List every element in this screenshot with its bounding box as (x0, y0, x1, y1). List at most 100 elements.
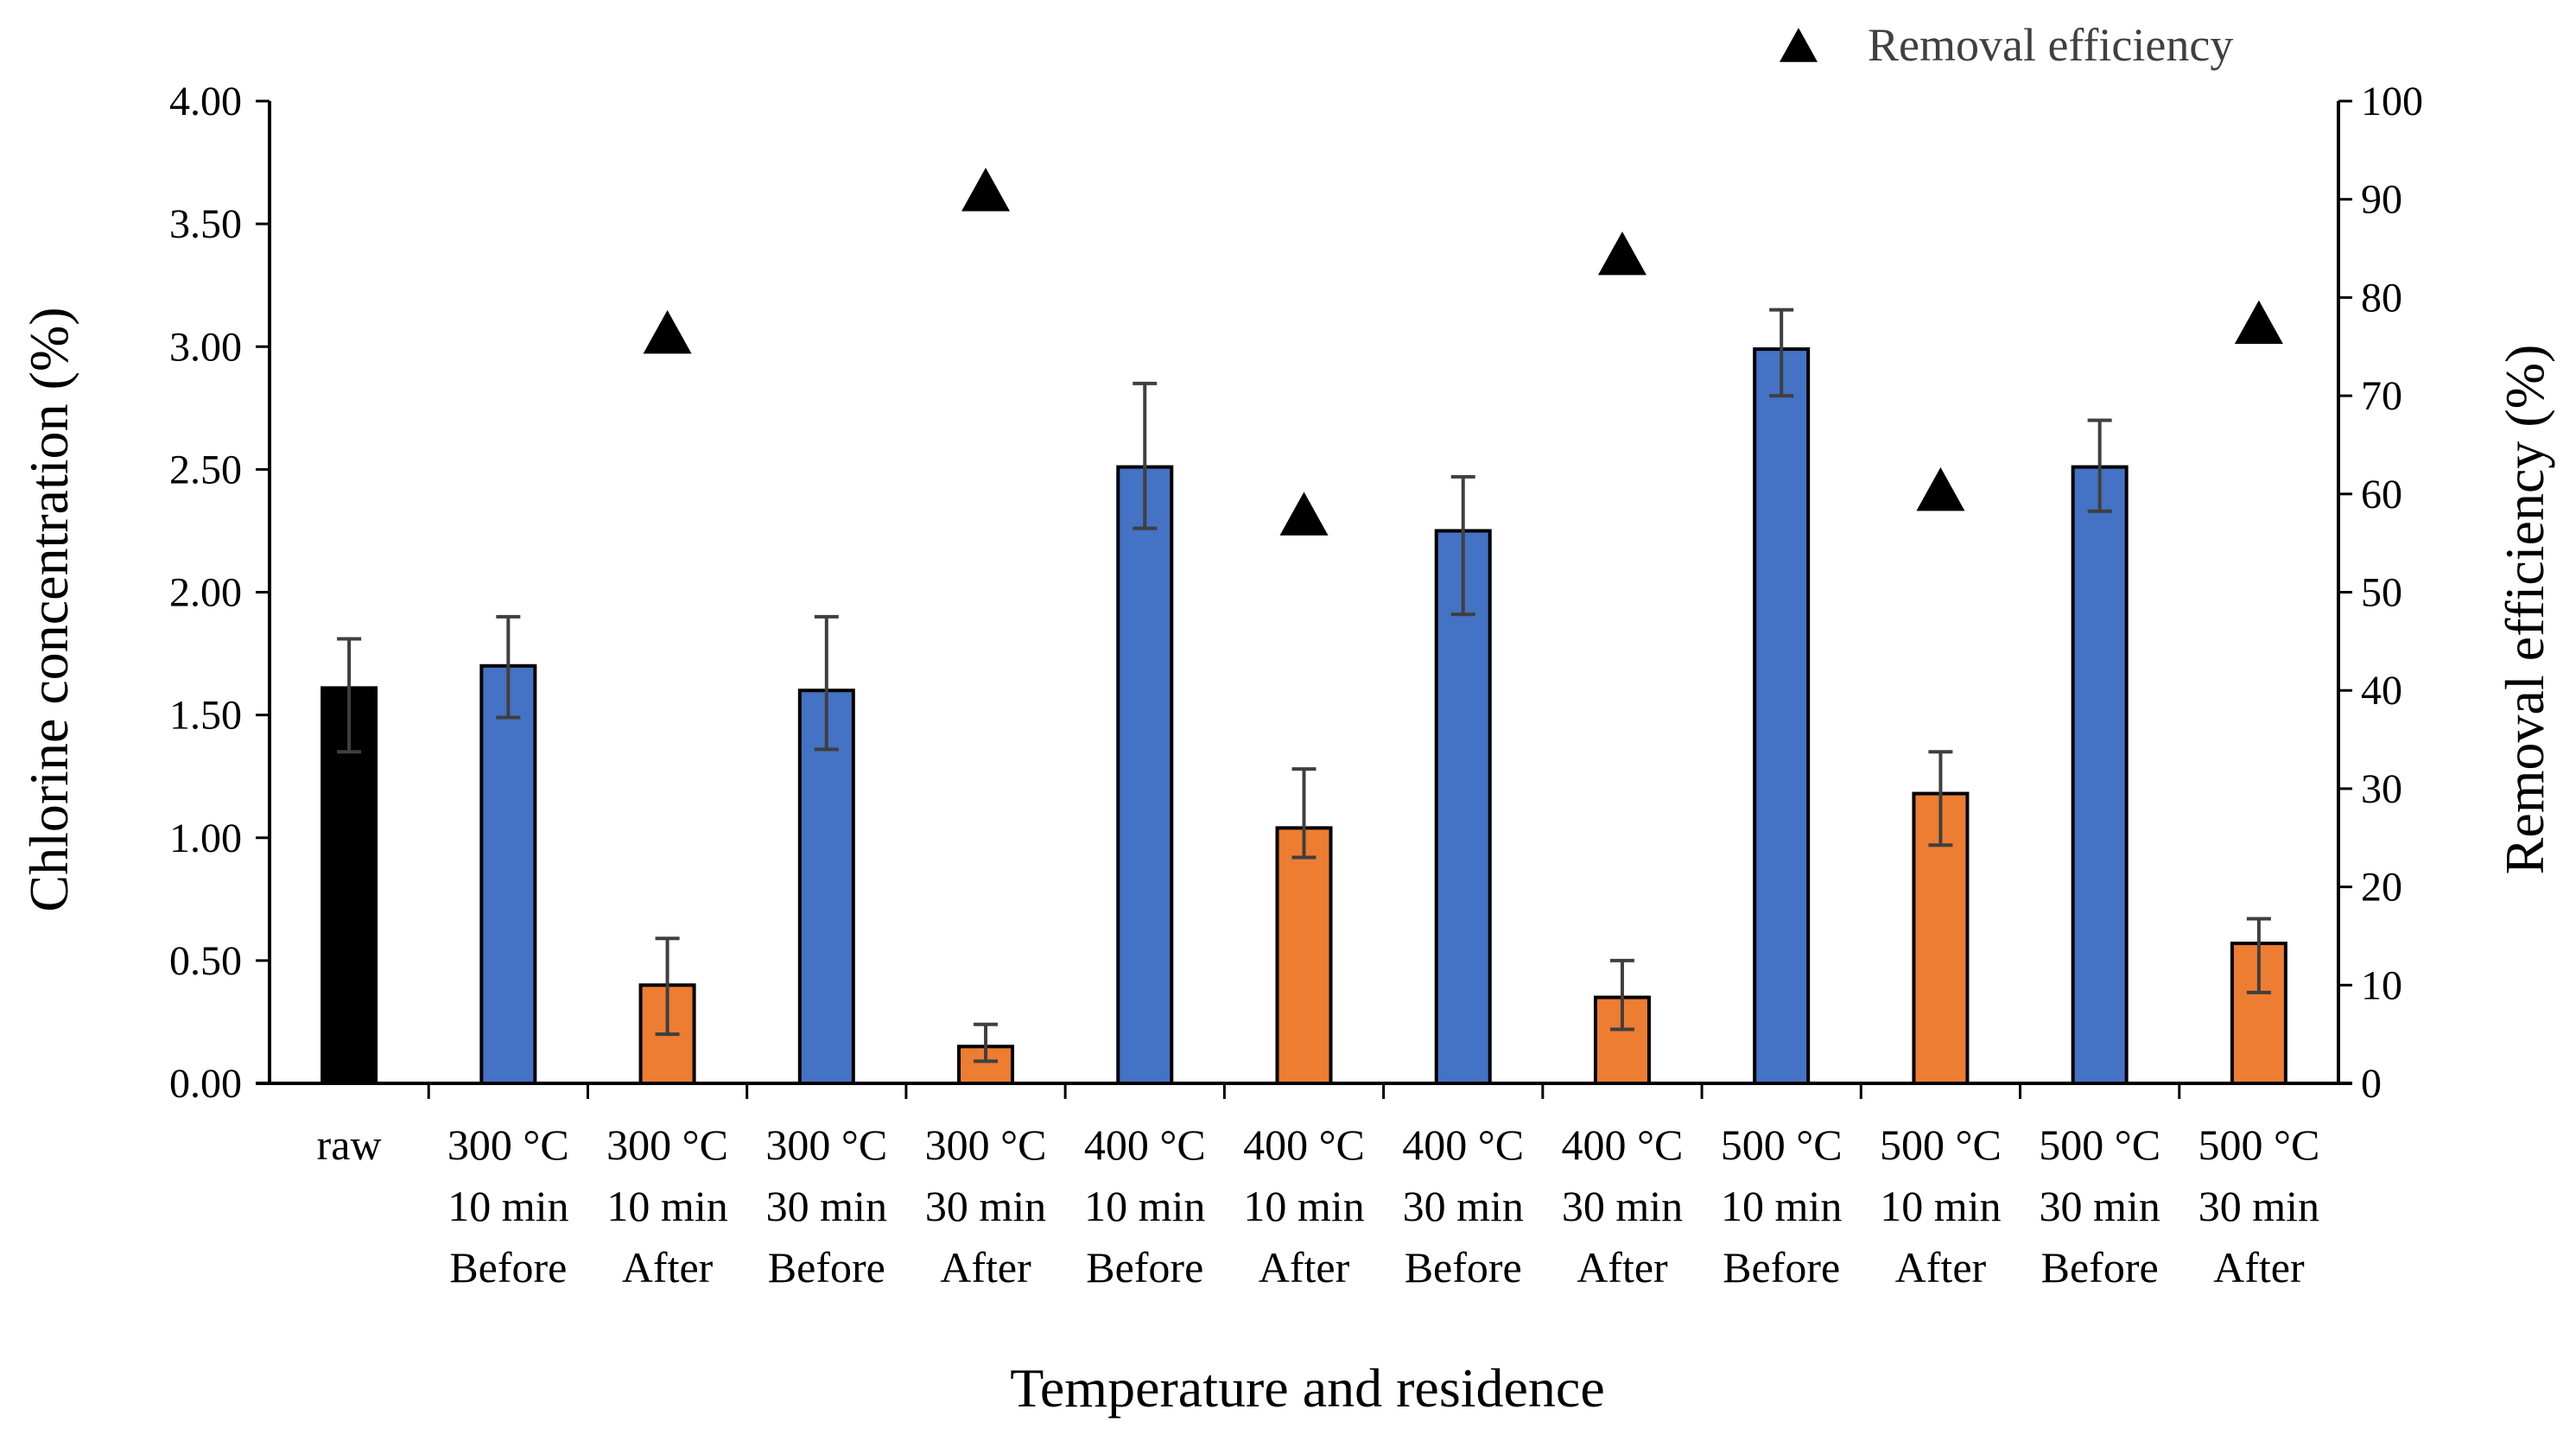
y2-tick-label: 90 (2361, 177, 2402, 223)
y-tick-label: 3.50 (169, 201, 242, 247)
error-bar-12 (2246, 917, 2271, 994)
x-category-label-line: Before (1086, 1243, 1203, 1292)
y-axis-title: Chlorine concentration (%) (18, 307, 79, 911)
x-category-label-line: Before (449, 1243, 567, 1292)
y2-tick-label: 0 (2361, 1061, 2382, 1107)
x-category-label: raw (317, 1120, 382, 1169)
x-category-label-line: 500 °C (1880, 1120, 2002, 1169)
y-tick-label: 0.50 (169, 938, 242, 984)
y2-tick-label: 30 (2361, 766, 2402, 812)
x-category-label-line: 400 °C (1084, 1120, 1206, 1169)
x-category-label: 500 °C 10 min Before (1721, 1120, 1843, 1292)
x-category-label-line: raw (317, 1120, 382, 1169)
x-category-label-line: 400 °C (1402, 1120, 1524, 1169)
bar-after-6 (1275, 826, 1333, 1085)
removal-efficiency-marker-5 (2234, 300, 2283, 345)
legend-label: Removal efficiency (1868, 19, 2233, 71)
y-tick-label: 1.00 (169, 816, 242, 861)
removal-efficiency-marker-0 (643, 309, 692, 354)
removal-efficiency-marker-4 (1916, 467, 1965, 511)
x-category-label-line: 10 min (1084, 1182, 1205, 1230)
x-category-label-line: 30 min (925, 1182, 1046, 1230)
error-bar-2 (655, 936, 680, 1037)
x-category-label-line: After (1895, 1243, 1987, 1292)
x-category-label-line: 500 °C (2039, 1120, 2160, 1169)
x-category-label-line: After (2213, 1243, 2305, 1292)
error-bar-0 (337, 637, 362, 754)
y2-tick-label: 10 (2361, 962, 2402, 1008)
x-category-label: 300 °C 10 min Before (447, 1120, 569, 1292)
x-category-label-line: 30 min (2198, 1182, 2319, 1230)
bar-before-5 (1116, 465, 1174, 1085)
error-bar-5 (1133, 381, 1158, 530)
x-category-label-line: 500 °C (2198, 1120, 2319, 1169)
y2-tick-label: 70 (2361, 373, 2402, 419)
y-tick-label: 0.00 (169, 1061, 242, 1107)
x-category-label: 400 °C 30 min Before (1402, 1120, 1524, 1292)
bar-before-9 (1753, 347, 1811, 1085)
x-category-label-line: 300 °C (606, 1120, 728, 1169)
y2-tick-label: 60 (2361, 472, 2402, 517)
bar-raw-0 (320, 686, 378, 1085)
x-category-label-line: 10 min (606, 1182, 727, 1230)
x-category-label-line: After (1259, 1243, 1350, 1292)
removal-efficiency-marker-3 (1597, 232, 1646, 276)
x-category-label: 400 °C 10 min Before (1084, 1120, 1206, 1292)
bar-before-1 (479, 663, 537, 1086)
x-axis-title: Temperature and residence (1010, 1357, 1604, 1419)
x-category-label-line: 300 °C (447, 1120, 569, 1169)
error-bar-6 (1291, 767, 1317, 860)
y2-tick-label: 40 (2361, 668, 2402, 714)
x-category-label: 500 °C 30 min After (2198, 1120, 2319, 1292)
x-category-label-line: 30 min (766, 1182, 887, 1230)
y2-tick-label: 80 (2361, 275, 2402, 321)
x-category-label-line: 400 °C (1562, 1120, 1684, 1169)
error-bar-9 (1769, 308, 1794, 398)
removal-efficiency-marker-1 (961, 168, 1011, 212)
x-category-label-line: 400 °C (1243, 1120, 1365, 1169)
y2-tick-label: 100 (2361, 79, 2423, 124)
x-category-label-line: Before (1405, 1243, 1522, 1292)
error-bar-3 (814, 614, 839, 752)
x-category-label-line: Before (768, 1243, 885, 1292)
x-category-label-line: 10 min (1880, 1182, 2001, 1230)
error-bar-1 (496, 614, 521, 720)
error-bar-4 (974, 1022, 999, 1063)
bar-after-4 (957, 1044, 1015, 1086)
error-bar-11 (2087, 418, 2112, 513)
x-category-label-line: After (1577, 1243, 1668, 1292)
x-category-label-line: 500 °C (1721, 1120, 1843, 1169)
y2-tick-label: 50 (2361, 570, 2402, 616)
y-tick-label: 3.00 (169, 324, 242, 370)
x-category-label-line: 30 min (2040, 1182, 2160, 1230)
error-bar-8 (1609, 958, 1634, 1032)
x-category-label-line: 30 min (1562, 1182, 1683, 1230)
x-category-label-line: 10 min (1721, 1182, 1842, 1230)
bar-before-11 (2071, 465, 2129, 1085)
x-category-label: 300 °C 30 min Before (765, 1120, 887, 1292)
x-category-label: 300 °C 30 min After (925, 1120, 1047, 1292)
x-category-label: 300 °C 10 min After (606, 1120, 728, 1292)
y-tick-label: 2.00 (169, 570, 242, 616)
x-category-label-line: 10 min (1243, 1182, 1364, 1230)
x-category-label: 400 °C 10 min After (1243, 1120, 1365, 1292)
x-category-label: 400 °C 30 min After (1562, 1120, 1684, 1292)
y2-axis-title: Removal efficiency (%) (2494, 345, 2555, 875)
x-category-label-line: 10 min (447, 1182, 568, 1230)
x-category-label-line: Before (2041, 1243, 2159, 1292)
removal-efficiency-marker-2 (1279, 492, 1329, 536)
y-tick-label: 1.50 (169, 693, 242, 739)
x-category-label: 500 °C 10 min After (1880, 1120, 2002, 1292)
x-category-label-line: 300 °C (925, 1120, 1047, 1169)
x-category-label: 500 °C 30 min Before (2039, 1120, 2160, 1292)
y-tick-label: 2.50 (169, 447, 242, 492)
error-bar-7 (1450, 474, 1475, 617)
x-category-label-line: After (940, 1243, 1031, 1292)
y-tick-label: 4.00 (169, 79, 242, 124)
x-category-label-line: 300 °C (765, 1120, 887, 1169)
x-category-label-line: After (622, 1243, 714, 1292)
y2-tick-label: 20 (2361, 865, 2402, 911)
x-category-label-line: 30 min (1403, 1182, 1524, 1230)
